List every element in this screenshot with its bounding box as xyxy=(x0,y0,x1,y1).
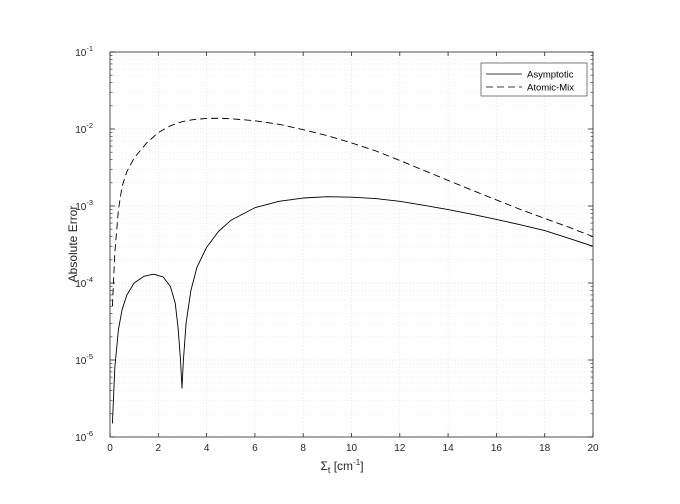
x-tick-label: 2 xyxy=(156,443,162,454)
x-tick-label: 16 xyxy=(491,443,503,454)
x-tick-label: 0 xyxy=(107,443,113,454)
x-axis-label-unit-suffix: ] xyxy=(360,459,363,473)
legend-label-asymptotic: Asymptotic xyxy=(527,70,574,81)
x-tick-label: 10 xyxy=(346,443,358,454)
x-tick-label: 12 xyxy=(394,443,406,454)
x-axis-label-symbol: Σ xyxy=(320,459,327,473)
legend: Asymptotic Atomic-Mix xyxy=(480,62,588,97)
axis-ticks: 0 2 4 6 8 10 12 14 16 18 20 10-6 10-5 10-4 10-3 10-2 10-… xyxy=(75,44,599,454)
x-tick-label: 18 xyxy=(539,443,551,454)
y-tick-label: 10-6 xyxy=(75,429,93,444)
y-tick-label: 10-4 xyxy=(75,275,93,290)
y-tick-label: 10-1 xyxy=(75,44,93,59)
x-tick-label: 6 xyxy=(252,443,258,454)
x-axis-label-unit-prefix: [cm xyxy=(330,459,353,473)
x-axis-label-subscript: t xyxy=(328,465,331,475)
y-axis-label: Absolute Error xyxy=(66,206,80,283)
x-tick-label: 8 xyxy=(300,443,306,454)
series-line-asymptotic xyxy=(111,196,593,424)
series-lines xyxy=(111,117,593,424)
legend-label-atomic-mix: Atomic-Mix xyxy=(527,83,574,94)
x-tick-label: 20 xyxy=(587,443,599,454)
x-axis-label: Σt [cm-1] xyxy=(320,458,363,475)
y-tick-label: 10-3 xyxy=(75,198,93,213)
y-tick-label: 10-2 xyxy=(75,121,93,136)
series-line-atomic-mix xyxy=(111,117,593,307)
y-tick-label: 10-5 xyxy=(75,352,93,367)
legend-box xyxy=(480,62,588,97)
x-tick-label: 14 xyxy=(443,443,455,454)
x-tick-label: 4 xyxy=(204,443,210,454)
x-axis-label-unit-exponent: -1 xyxy=(353,458,361,467)
